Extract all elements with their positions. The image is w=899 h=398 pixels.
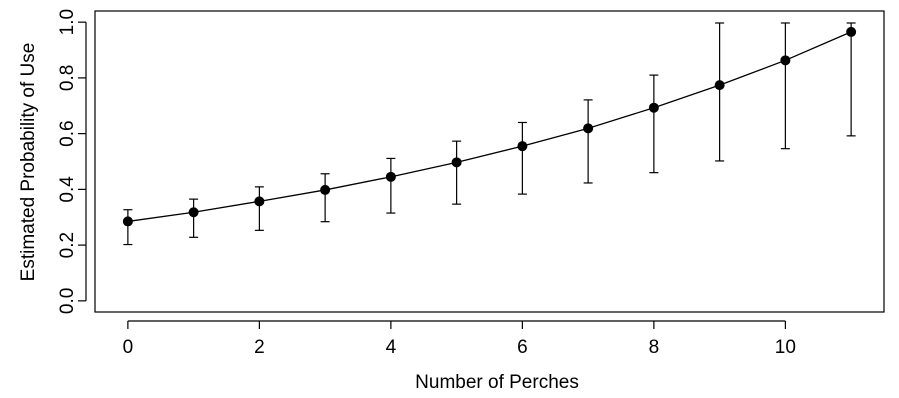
x-axis: 0 2 4 6 8 10 <box>123 320 796 358</box>
x-tick-label: 10 <box>775 337 796 358</box>
data-point <box>122 216 133 227</box>
x-tick-label: 4 <box>386 337 397 358</box>
series-line <box>127 31 852 223</box>
x-axis-title: Number of Perches <box>415 372 579 393</box>
error-bars <box>123 22 856 246</box>
y-tick-label: 1.0 <box>57 9 78 35</box>
data-point <box>648 102 659 113</box>
y-tick-label: 0.8 <box>57 65 78 91</box>
y-tick-label: 0.2 <box>57 232 78 258</box>
y-axis-title: Estimated Probability of Use <box>18 43 39 282</box>
data-point <box>846 26 857 37</box>
y-tick-label: 0.4 <box>57 176 78 203</box>
plot-frame <box>94 10 885 313</box>
y-tick-label: 0.0 <box>57 288 78 314</box>
y-axis: 0.0 0.2 0.4 0.6 0.8 1.0 <box>57 9 87 314</box>
series-line-group <box>127 31 852 223</box>
data-point <box>517 141 528 152</box>
x-tick-label: 0 <box>123 337 134 358</box>
data-point <box>320 184 331 195</box>
data-point <box>385 171 396 182</box>
y-tick-label: 0.6 <box>57 120 78 146</box>
data-point <box>254 196 265 207</box>
data-point <box>188 207 199 218</box>
data-point <box>451 157 462 168</box>
x-tick-label: 8 <box>649 337 660 358</box>
x-tick-label: 6 <box>517 337 528 358</box>
data-point <box>583 123 594 134</box>
data-point <box>780 55 791 66</box>
data-point <box>714 80 725 91</box>
x-tick-label: 2 <box>254 337 265 358</box>
data-points <box>122 26 857 227</box>
